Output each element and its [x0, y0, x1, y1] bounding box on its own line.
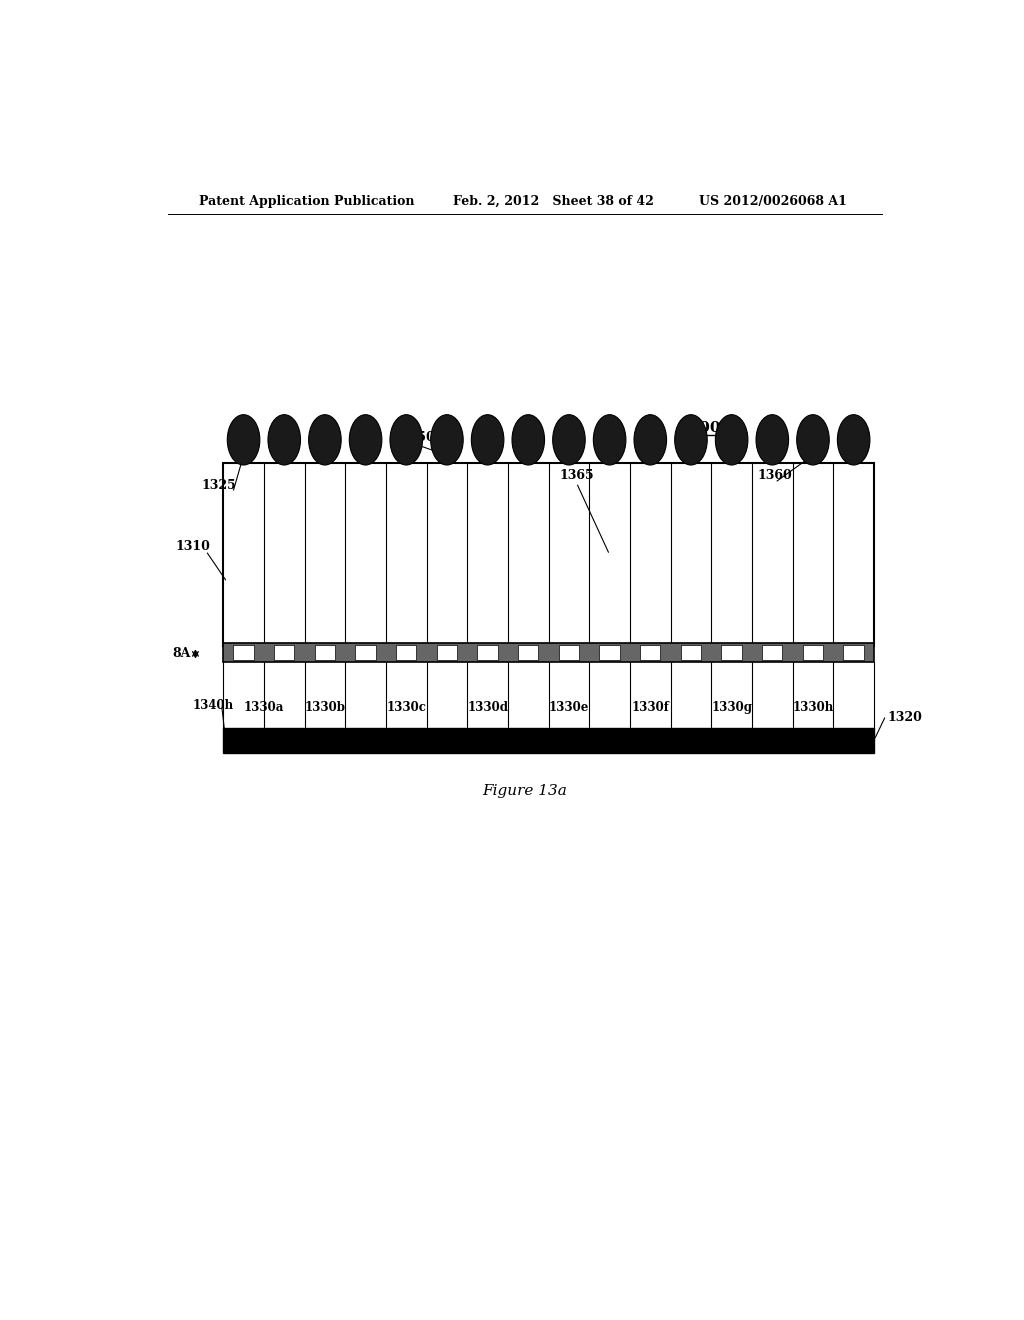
Text: 1330h: 1330h: [793, 701, 834, 714]
Bar: [233, 644, 254, 660]
Text: 1350: 1350: [400, 432, 435, 445]
Ellipse shape: [838, 414, 870, 465]
Ellipse shape: [756, 414, 788, 465]
Text: 1300: 1300: [678, 421, 721, 434]
Bar: [223, 463, 873, 647]
Bar: [722, 644, 741, 660]
Ellipse shape: [797, 414, 829, 465]
Bar: [681, 644, 701, 660]
Text: 1330d: 1330d: [467, 701, 508, 714]
Bar: [223, 643, 873, 661]
Bar: [518, 644, 539, 660]
Ellipse shape: [227, 414, 260, 465]
Text: 1330g: 1330g: [711, 701, 753, 714]
Ellipse shape: [593, 414, 626, 465]
Text: Figure 13a: Figure 13a: [482, 784, 567, 797]
Text: 1310: 1310: [176, 540, 211, 553]
Ellipse shape: [349, 414, 382, 465]
Ellipse shape: [308, 414, 341, 465]
Bar: [844, 644, 864, 660]
Text: 8A: 8A: [173, 647, 191, 660]
Ellipse shape: [512, 414, 545, 465]
Bar: [640, 644, 660, 660]
Bar: [355, 644, 376, 660]
Bar: [762, 644, 782, 660]
Text: 1360: 1360: [758, 469, 793, 482]
Bar: [803, 644, 823, 660]
Bar: [437, 644, 457, 660]
Ellipse shape: [716, 414, 748, 465]
Bar: [274, 644, 295, 660]
Text: 1330a: 1330a: [244, 701, 284, 714]
Bar: [559, 644, 580, 660]
Text: 1330b: 1330b: [304, 701, 345, 714]
Text: 1365: 1365: [559, 469, 594, 482]
Ellipse shape: [675, 414, 708, 465]
Text: US 2012/0026068 A1: US 2012/0026068 A1: [699, 194, 847, 207]
Text: Patent Application Publication: Patent Application Publication: [200, 194, 415, 207]
Text: Feb. 2, 2012   Sheet 38 of 42: Feb. 2, 2012 Sheet 38 of 42: [454, 194, 654, 207]
Text: 1325: 1325: [202, 479, 237, 492]
Ellipse shape: [390, 414, 423, 465]
Text: 1330c: 1330c: [386, 701, 426, 714]
Ellipse shape: [431, 414, 463, 465]
Bar: [599, 644, 620, 660]
Bar: [477, 644, 498, 660]
Text: 1330f: 1330f: [632, 701, 670, 714]
Text: 1340h: 1340h: [193, 698, 233, 711]
Text: 1320: 1320: [888, 711, 923, 723]
Bar: [396, 644, 417, 660]
Bar: [314, 644, 335, 660]
Ellipse shape: [634, 414, 667, 465]
Ellipse shape: [553, 414, 585, 465]
Bar: [223, 727, 873, 752]
Text: 1330e: 1330e: [549, 701, 589, 714]
Ellipse shape: [471, 414, 504, 465]
Ellipse shape: [268, 414, 300, 465]
